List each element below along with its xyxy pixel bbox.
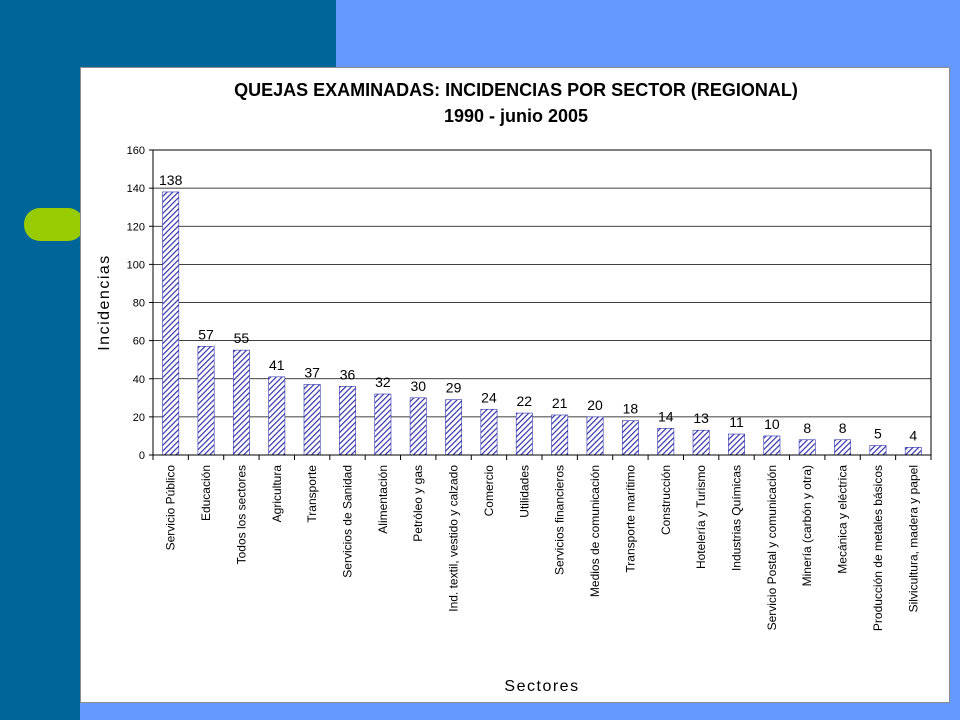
bar bbox=[162, 191, 180, 456]
y-axis-title: Incidencias bbox=[96, 254, 113, 351]
category-label: Servicios financieros bbox=[553, 465, 567, 575]
category-label: Mecánica y eléctrica bbox=[836, 465, 850, 574]
category-label: Utilidades bbox=[517, 465, 531, 518]
category-label: Servicio Postal y comunicación bbox=[765, 465, 779, 630]
bar bbox=[409, 397, 427, 456]
category-label: Silvicultura, madera y papel bbox=[906, 465, 920, 612]
category-label: Agricultura bbox=[270, 465, 284, 523]
data-label: 29 bbox=[446, 380, 462, 396]
category-label: Medios de comunicación bbox=[588, 465, 602, 597]
y-tick-label: 40 bbox=[133, 374, 145, 386]
bar bbox=[692, 429, 710, 456]
data-label: 5 bbox=[874, 425, 882, 441]
category-label: Industrias Químicas bbox=[730, 465, 744, 571]
category-label: Producción de metales básicos bbox=[871, 465, 885, 631]
bar bbox=[197, 346, 215, 456]
chart-subtitle: 1990 - junio 2005 bbox=[443, 106, 589, 126]
bar bbox=[904, 447, 922, 456]
bar bbox=[586, 416, 604, 456]
y-tick-label: 140 bbox=[127, 183, 145, 195]
data-label: 36 bbox=[340, 366, 356, 382]
data-label: 8 bbox=[839, 420, 847, 436]
bar bbox=[621, 420, 639, 456]
data-label: 37 bbox=[304, 364, 320, 380]
category-label: Servicios de Sanidad bbox=[341, 465, 355, 578]
bar bbox=[480, 408, 498, 456]
category-label: Ind. textil, vestido y calzado bbox=[447, 465, 461, 612]
bar bbox=[232, 349, 250, 456]
bar bbox=[515, 412, 533, 456]
category-label: Comercio bbox=[482, 465, 496, 517]
data-label: 41 bbox=[269, 357, 285, 373]
bar bbox=[834, 439, 852, 456]
data-label: 55 bbox=[234, 330, 250, 346]
data-label: 4 bbox=[909, 427, 917, 443]
y-tick-label: 120 bbox=[127, 221, 145, 233]
data-label: 21 bbox=[552, 395, 568, 411]
x-axis-title: Sectores bbox=[504, 678, 579, 695]
bar bbox=[303, 384, 321, 456]
background-top-band bbox=[80, 0, 336, 67]
bar bbox=[374, 393, 392, 456]
category-label: Construcción bbox=[659, 465, 673, 535]
bar bbox=[445, 399, 463, 456]
bar bbox=[869, 445, 887, 456]
y-tick-label: 0 bbox=[139, 450, 145, 462]
category-label: Alimentación bbox=[376, 465, 390, 534]
category-label: Petróleo y gas bbox=[411, 465, 425, 542]
data-label: 24 bbox=[481, 389, 497, 405]
category-label: Educación bbox=[199, 465, 213, 521]
decorative-pill bbox=[24, 208, 84, 241]
category-label: Minería (carbón y otra) bbox=[800, 465, 814, 586]
data-label: 14 bbox=[658, 408, 674, 424]
y-tick-label: 80 bbox=[133, 298, 145, 310]
bar bbox=[763, 435, 781, 456]
y-tick-label: 20 bbox=[133, 412, 145, 424]
category-label: Todos los sectores bbox=[234, 465, 248, 564]
data-label: 138 bbox=[159, 172, 183, 188]
data-label: 30 bbox=[410, 378, 426, 394]
chart-title: QUEJAS EXAMINADAS: INCIDENCIAS POR SECTO… bbox=[234, 80, 798, 100]
y-tick-label: 100 bbox=[127, 259, 145, 271]
y-tick-label: 60 bbox=[133, 336, 145, 348]
data-label: 22 bbox=[517, 393, 533, 409]
data-label: 10 bbox=[764, 416, 780, 432]
bar bbox=[339, 386, 356, 456]
bar bbox=[728, 433, 745, 456]
data-label: 11 bbox=[729, 414, 744, 430]
bar bbox=[657, 428, 675, 456]
bar bbox=[268, 376, 286, 456]
category-label: Servicio Público bbox=[164, 465, 178, 551]
data-label: 57 bbox=[198, 326, 214, 342]
category-label: Transporte marítimo bbox=[623, 465, 637, 573]
bar bbox=[798, 439, 816, 456]
category-label: Transporte bbox=[305, 465, 319, 523]
background-left-band bbox=[0, 0, 80, 720]
data-label: 13 bbox=[693, 410, 709, 426]
data-label: 18 bbox=[623, 401, 639, 417]
y-tick-label: 160 bbox=[127, 145, 145, 157]
category-label: Hotelería y Turismo bbox=[694, 465, 708, 569]
bar bbox=[551, 414, 569, 456]
data-label: 20 bbox=[587, 397, 603, 413]
chart-panel: QUEJAS EXAMINADAS: INCIDENCIAS POR SECTO… bbox=[80, 67, 950, 703]
data-label: 32 bbox=[375, 374, 391, 390]
data-label: 8 bbox=[803, 420, 811, 436]
